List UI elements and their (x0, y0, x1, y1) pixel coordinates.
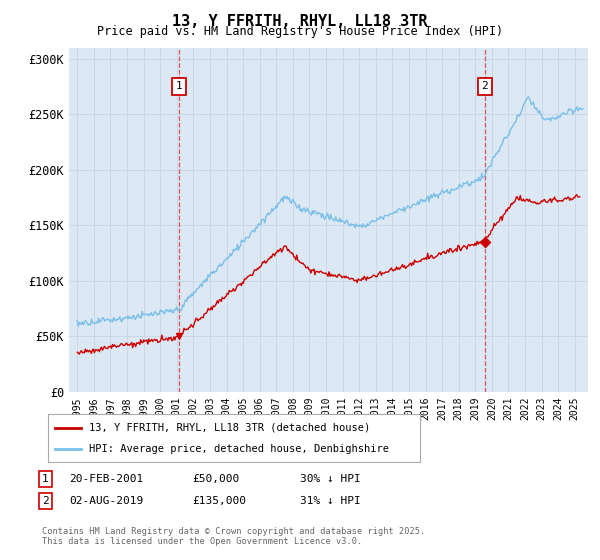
Text: 2: 2 (42, 496, 49, 506)
Text: 02-AUG-2019: 02-AUG-2019 (69, 496, 143, 506)
Text: HPI: Average price, detached house, Denbighshire: HPI: Average price, detached house, Denb… (89, 444, 389, 454)
Text: 30% ↓ HPI: 30% ↓ HPI (300, 474, 361, 484)
Text: Contains HM Land Registry data © Crown copyright and database right 2025.
This d: Contains HM Land Registry data © Crown c… (42, 526, 425, 546)
Text: 31% ↓ HPI: 31% ↓ HPI (300, 496, 361, 506)
Text: 2: 2 (481, 82, 488, 91)
Text: 1: 1 (176, 82, 182, 91)
Text: 13, Y FFRITH, RHYL, LL18 3TR (detached house): 13, Y FFRITH, RHYL, LL18 3TR (detached h… (89, 423, 370, 433)
Text: £135,000: £135,000 (192, 496, 246, 506)
Text: 13, Y FFRITH, RHYL, LL18 3TR: 13, Y FFRITH, RHYL, LL18 3TR (172, 14, 428, 29)
Text: 20-FEB-2001: 20-FEB-2001 (69, 474, 143, 484)
Text: Price paid vs. HM Land Registry's House Price Index (HPI): Price paid vs. HM Land Registry's House … (97, 25, 503, 38)
Text: £50,000: £50,000 (192, 474, 239, 484)
Text: 1: 1 (42, 474, 49, 484)
